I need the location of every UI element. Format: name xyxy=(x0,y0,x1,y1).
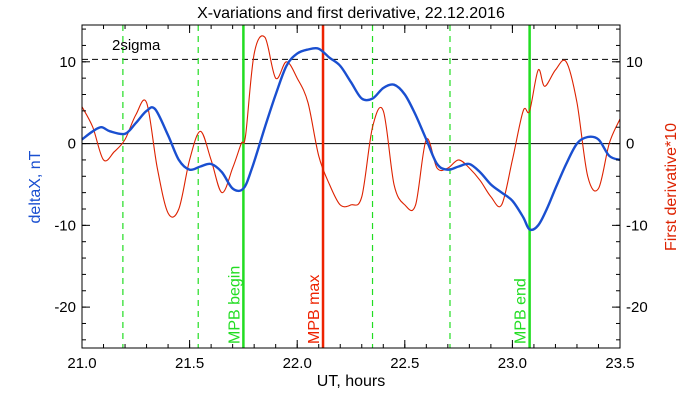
plot-frame xyxy=(81,24,621,349)
y-tick-label-right: -10 xyxy=(626,217,648,234)
reference-lines xyxy=(82,25,620,348)
axes: 21.0 21.5 22.0 22.5 23.0 23.5 -20 -20 -10 -10 0 0 10… xyxy=(54,25,648,372)
y-tick-label-left: 0 xyxy=(68,136,76,153)
deltax-series-line xyxy=(81,46,621,232)
y-tick-label-left: -10 xyxy=(54,217,76,234)
x-tick-label: 23.5 xyxy=(605,355,634,372)
x-tick-label: 21.5 xyxy=(175,355,204,372)
x-tick-label: 22.5 xyxy=(390,355,419,372)
chart-title: X-variations and first derivative, 22.12… xyxy=(197,5,505,22)
y-tick-label-left: -20 xyxy=(54,299,76,316)
x-axis-label: UT, hours xyxy=(317,373,385,390)
x-tick-label: 23.0 xyxy=(498,355,527,372)
derivative-series-line xyxy=(81,35,621,218)
y-axis-label-left: deltaX, nT xyxy=(27,150,44,223)
event-markers: MPB begin MPB max MPB end xyxy=(226,25,531,348)
x-tick-label: 22.0 xyxy=(283,355,312,372)
y-axis-label-right: First derivative*10 xyxy=(663,123,680,251)
marker-label: MPB end xyxy=(513,278,530,344)
y-tick-label-right: 10 xyxy=(626,54,643,71)
y-tick-label-left: 10 xyxy=(59,54,76,71)
marker-label: MPB max xyxy=(306,275,323,344)
data-series xyxy=(81,35,621,232)
y-tick-label-right: -20 xyxy=(626,299,648,316)
sigma-label: 2sigma xyxy=(112,37,161,54)
marker-label: MPB begin xyxy=(226,266,243,344)
y-tick-label-right: 0 xyxy=(626,136,634,153)
x-tick-label: 21.0 xyxy=(67,355,96,372)
